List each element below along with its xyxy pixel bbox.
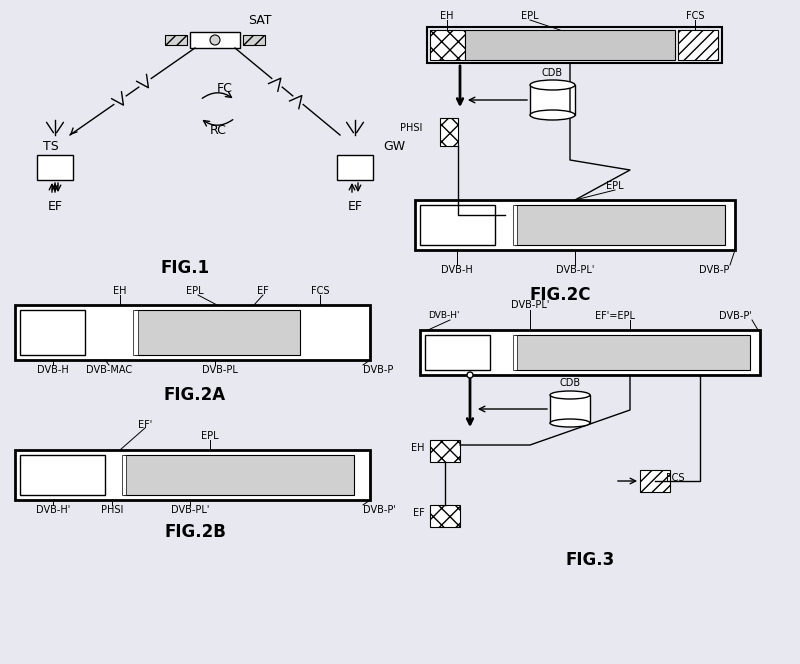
Text: EF: EF	[414, 508, 425, 518]
Bar	[440, 118, 458, 146]
Bar	[515, 335, 750, 370]
Text: FCS: FCS	[666, 473, 684, 483]
Bar	[465, 30, 675, 60]
Text: FCS: FCS	[310, 286, 330, 296]
Bar	[108, 310, 133, 355]
Text: FCS: FCS	[686, 11, 704, 21]
Text: DVB-MAC: DVB-MAC	[86, 365, 132, 375]
Text: RC: RC	[210, 124, 226, 137]
Bar	[122, 455, 126, 495]
Bar	[135, 310, 300, 355]
Bar	[513, 205, 517, 245]
Text: EH: EH	[411, 443, 425, 453]
Text: PHSI: PHSI	[400, 123, 422, 133]
Bar	[88, 310, 106, 355]
Text: EPL: EPL	[606, 181, 624, 191]
Bar	[420, 205, 495, 245]
Circle shape	[210, 35, 220, 45]
Text: CDB: CDB	[542, 68, 563, 78]
Bar	[165, 35, 187, 45]
Text: DVB-P: DVB-P	[363, 365, 394, 375]
Text: FIG.3: FIG.3	[566, 551, 614, 569]
Text: DVB-PL': DVB-PL'	[556, 265, 594, 275]
Text: EF: EF	[347, 201, 362, 214]
Text: EPL: EPL	[521, 11, 539, 21]
Text: EPL: EPL	[186, 286, 204, 296]
Text: DVB-P': DVB-P'	[719, 311, 752, 321]
Bar	[303, 310, 338, 355]
Text: FIG.2C: FIG.2C	[530, 286, 590, 304]
Bar	[430, 505, 460, 527]
Bar	[513, 335, 517, 370]
Ellipse shape	[530, 110, 575, 120]
Bar	[493, 205, 511, 245]
Bar	[190, 32, 240, 48]
Text: FIG.2A: FIG.2A	[164, 386, 226, 404]
Bar	[337, 155, 373, 180]
Text: PHSI: PHSI	[101, 505, 123, 515]
Circle shape	[467, 372, 473, 378]
Bar	[427, 27, 722, 63]
Bar	[430, 440, 460, 462]
Bar	[124, 455, 354, 495]
Ellipse shape	[530, 80, 575, 90]
Bar	[15, 305, 370, 360]
Text: EF'=EPL: EF'=EPL	[595, 311, 635, 321]
Text: GW: GW	[383, 141, 405, 153]
Bar	[493, 335, 511, 370]
Text: DVB-H': DVB-H'	[428, 311, 459, 321]
Text: EH: EH	[440, 11, 454, 21]
Text: DVB-H': DVB-H'	[36, 505, 70, 515]
Text: FC: FC	[217, 82, 233, 94]
Text: EH: EH	[114, 286, 126, 296]
Bar	[515, 205, 725, 245]
Text: EF: EF	[257, 286, 269, 296]
Bar	[550, 395, 590, 423]
Bar	[640, 470, 670, 492]
Text: EF': EF'	[138, 420, 152, 430]
Text: FIG.2B: FIG.2B	[164, 523, 226, 541]
Text: DVB-P': DVB-P'	[363, 505, 396, 515]
Text: SAT: SAT	[248, 13, 272, 27]
Bar	[415, 200, 735, 250]
Text: DVB-H: DVB-H	[441, 265, 473, 275]
Text: DVB-PL: DVB-PL	[202, 365, 238, 375]
Bar	[103, 455, 121, 495]
Bar	[133, 310, 138, 355]
Bar	[15, 450, 370, 500]
Bar	[20, 455, 105, 495]
Text: TS: TS	[43, 141, 58, 153]
Ellipse shape	[550, 419, 590, 427]
Bar	[243, 35, 265, 45]
Text: DVB-P: DVB-P	[698, 265, 729, 275]
Text: EPL: EPL	[201, 431, 219, 441]
Text: DVB-H: DVB-H	[37, 365, 69, 375]
Ellipse shape	[550, 391, 590, 399]
Bar	[425, 335, 490, 370]
Bar	[678, 30, 718, 60]
Text: EF: EF	[47, 201, 62, 214]
Text: DVB-PL': DVB-PL'	[171, 505, 209, 515]
Bar	[20, 310, 85, 355]
Text: FIG.1: FIG.1	[161, 259, 210, 277]
Text: DVB-PL': DVB-PL'	[511, 300, 549, 310]
Text: CDB: CDB	[559, 378, 581, 388]
Bar	[420, 330, 760, 375]
Bar	[37, 155, 73, 180]
Bar	[430, 30, 465, 60]
Bar	[530, 85, 575, 115]
